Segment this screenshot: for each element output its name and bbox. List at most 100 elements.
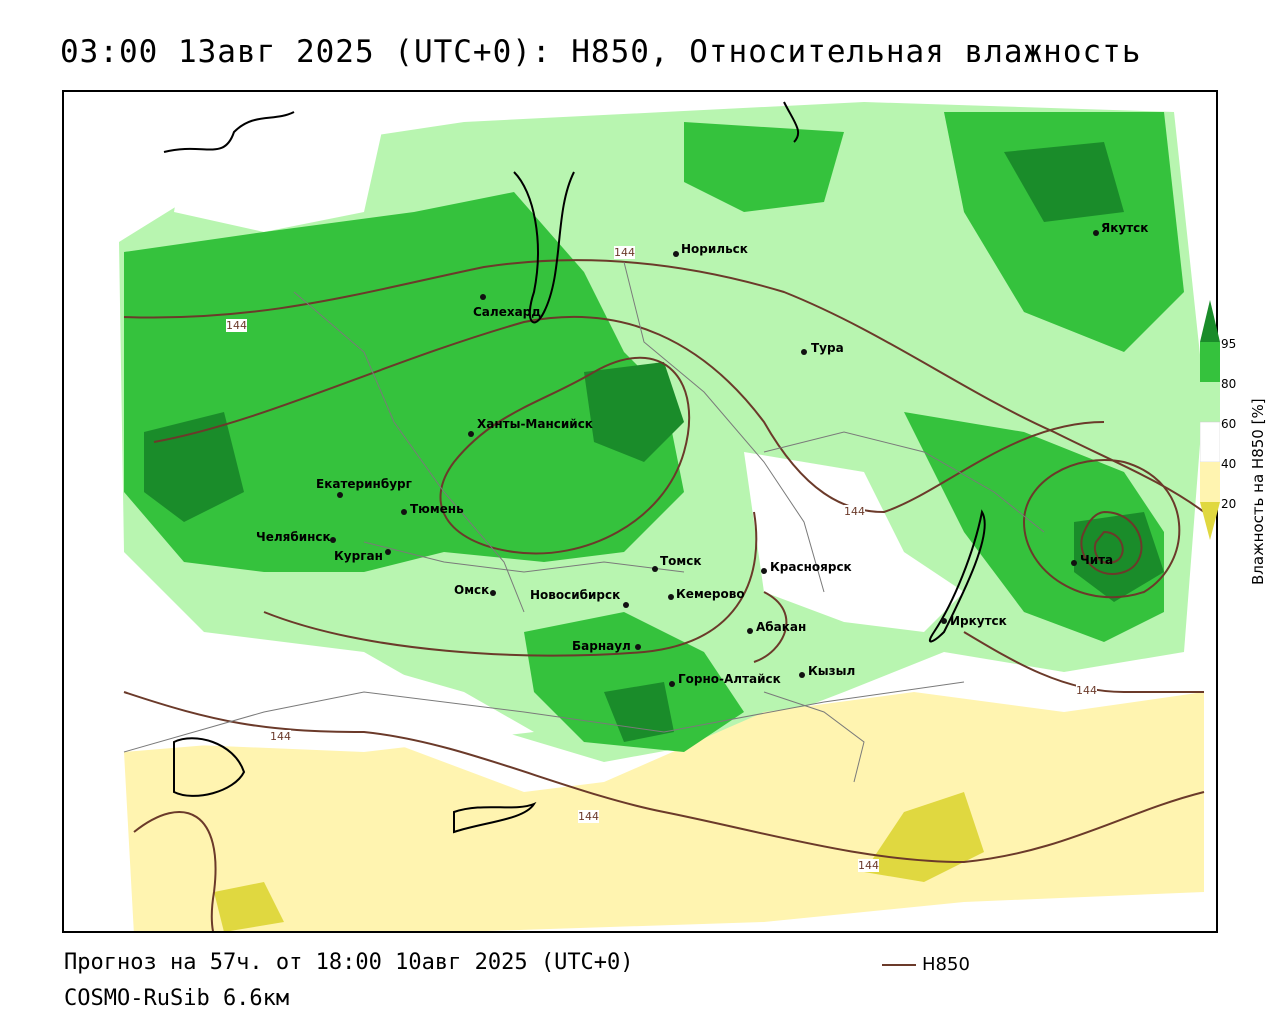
- city-marker: [623, 602, 629, 608]
- humidity-region-40: [174, 122, 384, 232]
- city-label-chelyabinsk: Челябинск: [256, 530, 331, 544]
- city-marker: [490, 590, 496, 596]
- colorbar-band-60-40: [1200, 421, 1220, 463]
- city-label-omsk: Омск: [454, 583, 490, 597]
- boundary-line: [623, 261, 825, 593]
- humidity-region-80: [524, 612, 744, 752]
- city-label-salekhard: Салехард: [473, 305, 541, 319]
- humidity-region-low: [214, 882, 284, 931]
- contour-line: [153, 315, 1105, 514]
- city-label-yekaterinburg: Екатеринбург: [316, 477, 412, 491]
- city-label-gorno-altaysk: Горно-Алтайск: [678, 672, 781, 686]
- humidity-region-40: [124, 652, 534, 752]
- map-canvas: [119, 101, 1205, 931]
- city-marker: [941, 618, 947, 624]
- city-label-krasnoyarsk: Красноярск: [770, 560, 852, 574]
- humidity-region-low: [864, 792, 984, 882]
- contour-value-label: 144: [226, 319, 247, 332]
- city-marker: [761, 568, 767, 574]
- colorbar-tick: 80: [1221, 377, 1237, 391]
- city-marker: [652, 566, 658, 572]
- contour-value-label: 144: [1076, 684, 1097, 697]
- contour-legend: H850: [882, 954, 1202, 978]
- boundary-line: [763, 691, 865, 783]
- map-title: 03:00 13авг 2025 (UTC+0): H850, Относите…: [60, 34, 1142, 70]
- contour-line: [133, 811, 217, 931]
- city-label-norilsk: Норильск: [681, 242, 748, 256]
- colorbar-tick: 60: [1221, 417, 1237, 431]
- contour-legend-swatch: [882, 964, 916, 966]
- contour-legend-label: H850: [922, 954, 970, 975]
- colorbar-title: Влажность на H850 [%]: [1249, 398, 1267, 585]
- city-label-tura: Тура: [811, 341, 844, 355]
- contour-line: [123, 691, 1205, 864]
- city-marker: [401, 509, 407, 515]
- contour-line: [753, 591, 788, 663]
- city-label-kemerovo: Кемерово: [676, 587, 745, 601]
- coastline: [163, 111, 295, 153]
- coastline: [513, 171, 575, 324]
- city-label-kurgan: Курган: [334, 549, 383, 563]
- region-boundaries: [123, 261, 1045, 783]
- city-label-tyumen: Тюмень: [410, 502, 464, 516]
- model-name: COSMO-RuSib 6.6км: [64, 986, 290, 1011]
- city-marker: [801, 349, 807, 355]
- humidity-region-40: [744, 452, 964, 632]
- city-marker: [1071, 560, 1077, 566]
- humidity-region-80: [944, 112, 1184, 352]
- city-marker: [668, 594, 674, 600]
- city-label-novosibirsk: Новосибирск: [530, 588, 621, 602]
- colorbar-tick: 95: [1221, 337, 1237, 351]
- contour-value-label: 144: [578, 810, 599, 823]
- city-marker: [673, 251, 679, 257]
- colorbar-band-80-60: [1200, 382, 1220, 422]
- colorbar-cap-top: [1200, 300, 1220, 342]
- contour-line: [1094, 530, 1124, 564]
- forecast-info: Прогноз на 57ч. от 18:00 10авг 2025 (UTC…: [64, 950, 634, 975]
- city-label-tomsk: Томск: [660, 554, 702, 568]
- city-marker: [1093, 230, 1099, 236]
- lake-balkhash: [453, 801, 537, 834]
- h850-contours: [123, 259, 1205, 931]
- contour-line: [123, 259, 1205, 513]
- city-label-kyzyl: Кызыл: [808, 664, 856, 678]
- lake-baikal: [928, 509, 986, 643]
- humidity-region-95: [1004, 142, 1124, 222]
- coastlines: [163, 101, 986, 834]
- city-label-abakan: Абакан: [756, 620, 807, 634]
- contour-line: [963, 631, 1204, 694]
- boundary-line: [763, 431, 1045, 533]
- contour-value-label: 144: [858, 859, 879, 872]
- city-marker: [330, 537, 336, 543]
- colorbar-cap-bottom: [1200, 502, 1220, 540]
- coastline: [173, 737, 246, 797]
- contour-line: [263, 511, 758, 657]
- humidity-region-95: [604, 682, 674, 742]
- city-marker: [747, 628, 753, 634]
- colorbar-tick: 20: [1221, 497, 1237, 511]
- humidity-region-95: [584, 362, 684, 462]
- city-label-barnaul: Барнаул: [572, 639, 631, 653]
- contour-value-label: 144: [844, 505, 865, 518]
- humidity-colorbar: [1200, 300, 1220, 540]
- contour-value-label: 144: [270, 730, 291, 743]
- contour-line: [1022, 459, 1181, 599]
- colorbar-band-40-20: [1200, 462, 1220, 502]
- humidity-region-95: [1074, 512, 1164, 602]
- colorbar-tick: 40: [1221, 457, 1237, 471]
- city-marker: [480, 294, 486, 300]
- boundary-line: [363, 541, 685, 573]
- city-label-khanty-mansiysk: Ханты-Мансийск: [477, 417, 593, 431]
- city-label-chita: Чита: [1080, 553, 1114, 567]
- colorbar-band-95-80: [1200, 342, 1220, 382]
- city-marker: [385, 549, 391, 555]
- contour-value-label: 144: [614, 246, 635, 259]
- coastline: [783, 101, 800, 143]
- city-marker: [635, 644, 641, 650]
- boundary-line: [123, 681, 965, 753]
- city-label-irkutsk: Иркутск: [950, 614, 1007, 628]
- humidity-map: 144 144 144 144 144 144 144 Норильск Яку…: [62, 90, 1218, 933]
- city-marker: [669, 681, 675, 687]
- contour-line: [439, 356, 691, 555]
- humidity-region-80: [124, 192, 684, 572]
